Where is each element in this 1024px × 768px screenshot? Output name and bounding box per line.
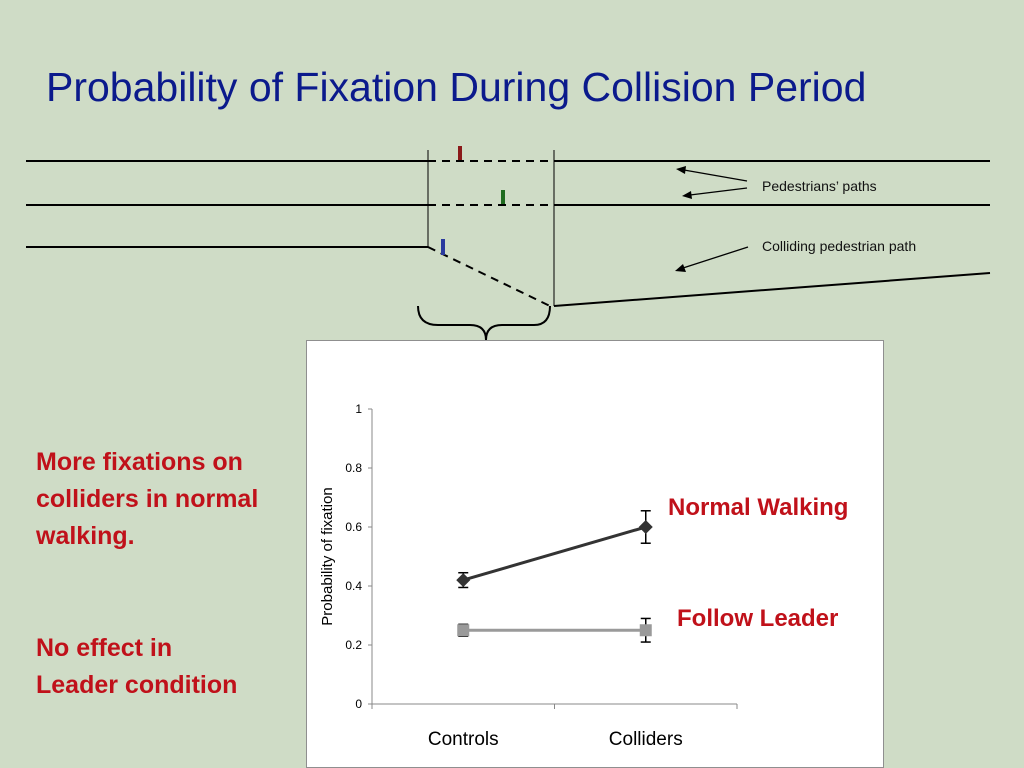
data-point-diamond	[456, 573, 471, 588]
x-tick-label: Colliders	[609, 729, 683, 750]
data-point-square	[457, 624, 470, 637]
data-point-diamond	[638, 520, 653, 534]
colliding-path-label: Colliding pedestrian path	[762, 238, 917, 254]
y-tick-label: 1	[355, 402, 362, 416]
series-line	[462, 525, 647, 582]
colliding-path-right	[553, 272, 991, 307]
arrow-head-middle-path	[682, 191, 692, 199]
slide-title: Probability of Fixation During Collision…	[46, 64, 867, 110]
finding-note-colliders: More fixations on colliders in normal wa…	[36, 448, 259, 550]
paths-diagram	[26, 146, 991, 341]
pedestrian-marker-red	[458, 146, 462, 160]
collision-period-brace	[417, 305, 551, 341]
y-tick-label: 0	[355, 697, 362, 711]
arrow-head-colliding-path	[675, 264, 686, 272]
arrow-to-middle-path	[689, 187, 748, 196]
pedestrians-paths-label: Pedestrians’ paths	[762, 178, 877, 194]
y-tick-label: 0.6	[345, 520, 362, 534]
arrow-head-top-path	[676, 166, 686, 174]
pedestrian-marker-green	[501, 190, 505, 204]
series-label-follow-leader: Follow Leader	[677, 605, 839, 632]
finding-note-leader: No effect in Leader condition	[36, 634, 238, 699]
arrow-to-top-path	[683, 169, 748, 182]
y-tick-label: 0.4	[345, 579, 362, 593]
pedestrian-marker-blue	[441, 239, 445, 255]
data-point-square	[639, 624, 652, 637]
y-tick-label: 0.8	[345, 461, 362, 475]
arrow-to-colliding-path	[682, 246, 749, 269]
chart-panel: 0 0.2 0.4 0.6 0.8 1 Controls Colliders Probabili…	[306, 340, 884, 768]
x-tick-label: Controls	[428, 729, 499, 750]
y-tick-label: 0.2	[345, 638, 362, 652]
y-axis-label: Probability of fixation	[319, 487, 336, 625]
series-label-normal-walking: Normal Walking	[668, 494, 849, 521]
colliding-path-dashed	[427, 246, 551, 307]
fixation-chart: 0 0.2 0.4 0.6 0.8 1 Controls Colliders Probabili…	[319, 402, 738, 750]
